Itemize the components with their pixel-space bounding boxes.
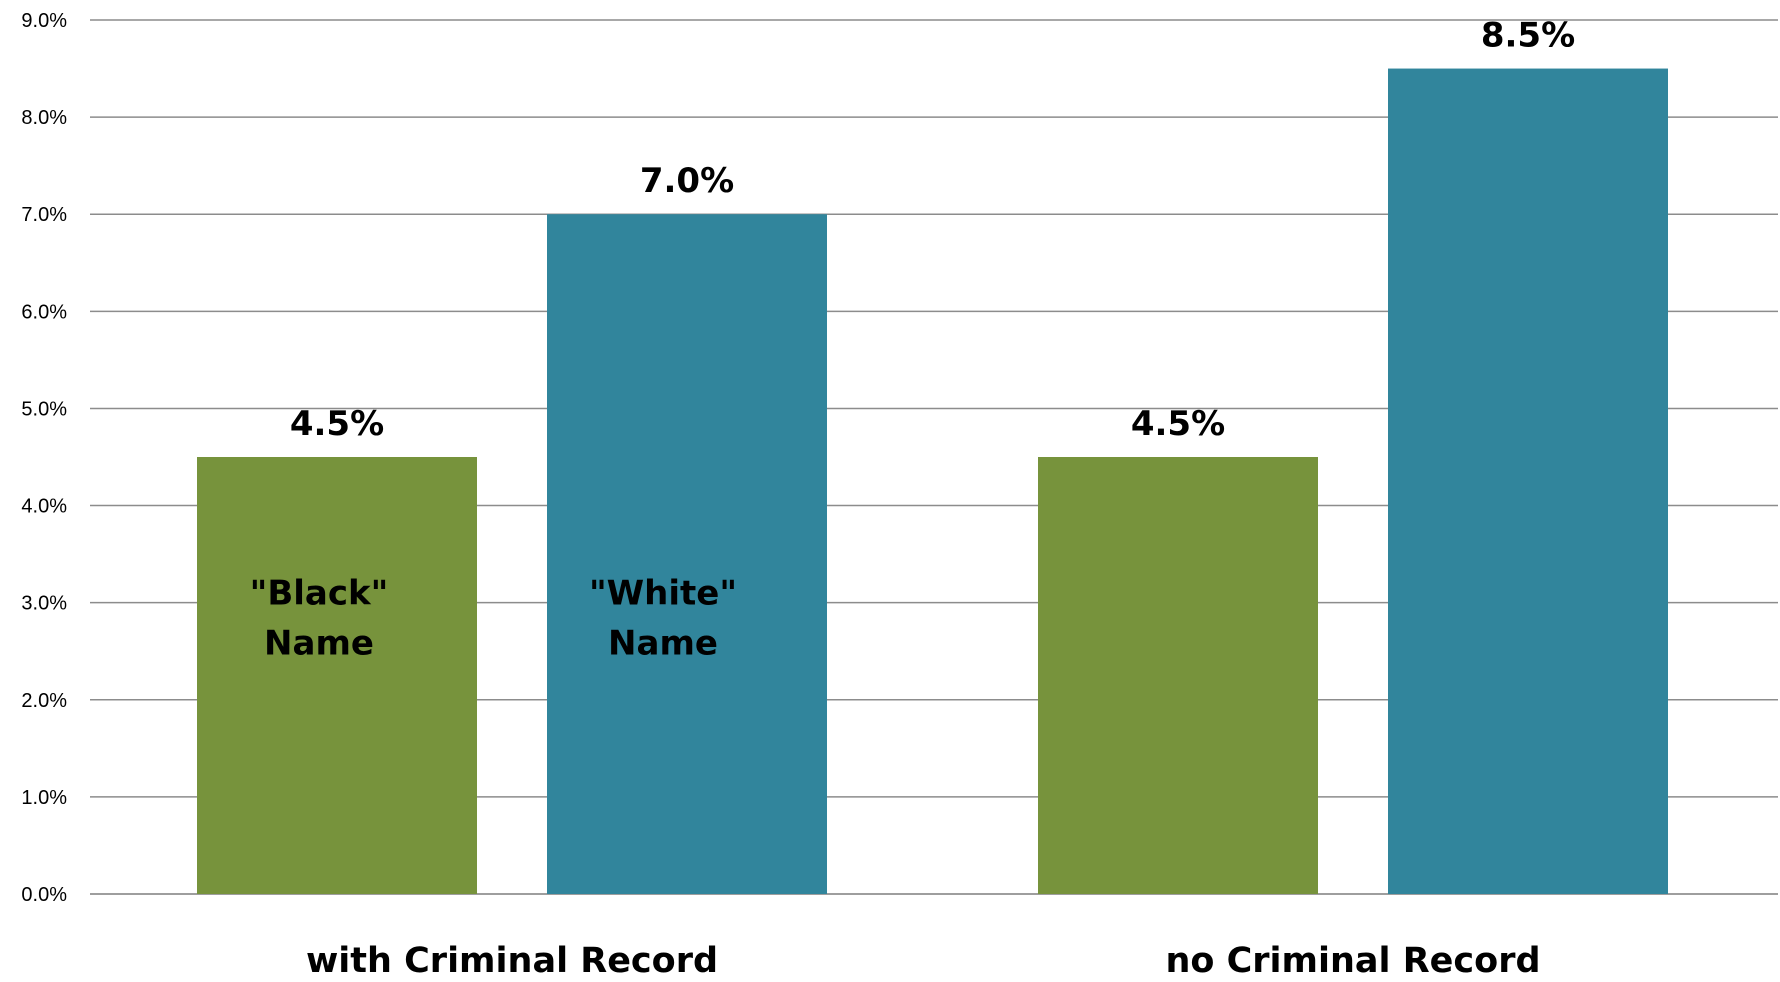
series-name-label: Name (608, 624, 718, 664)
category-label: no Criminal Record (1165, 941, 1540, 981)
y-tick-label: 5.0% (21, 398, 67, 420)
data-label: 4.5% (1131, 404, 1225, 444)
bar-series0-cat1 (1038, 457, 1318, 894)
y-tick-label: 6.0% (21, 301, 67, 323)
y-tick-label: 1.0% (21, 787, 67, 809)
y-tick-label: 8.0% (21, 107, 67, 129)
category-label: with Criminal Record (306, 941, 718, 981)
bar-series1-cat0 (547, 214, 827, 894)
x-axis-categories: with Criminal Record no Criminal Record (306, 941, 1541, 981)
data-label: 4.5% (290, 404, 384, 444)
series-name-label: Name (264, 624, 374, 664)
y-tick-label: 2.0% (21, 690, 67, 712)
series-name-label: "White" (589, 574, 737, 614)
series-labels: "Black" Name "White" Name (250, 574, 737, 664)
y-tick-label: 7.0% (21, 204, 67, 226)
bar-series1-cat1 (1388, 68, 1668, 895)
y-tick-label: 3.0% (21, 593, 67, 615)
data-label: 8.5% (1481, 16, 1575, 56)
y-tick-label: 0.0% (21, 884, 67, 906)
data-labels: 4.5% 4.5% 7.0% 8.5% (290, 16, 1575, 444)
y-tick-label: 4.0% (21, 496, 67, 518)
series-name-label: "Black" (250, 574, 389, 614)
data-label: 7.0% (640, 161, 734, 201)
y-tick-label: 9.0% (21, 10, 67, 32)
y-axis-ticks: 0.0% 1.0% 2.0% 3.0% 4.0% 5.0% 6.0% 7.0% 8.0% 9.0% (21, 10, 67, 906)
bar-series0-cat0 (197, 457, 477, 894)
bars (197, 68, 1668, 895)
